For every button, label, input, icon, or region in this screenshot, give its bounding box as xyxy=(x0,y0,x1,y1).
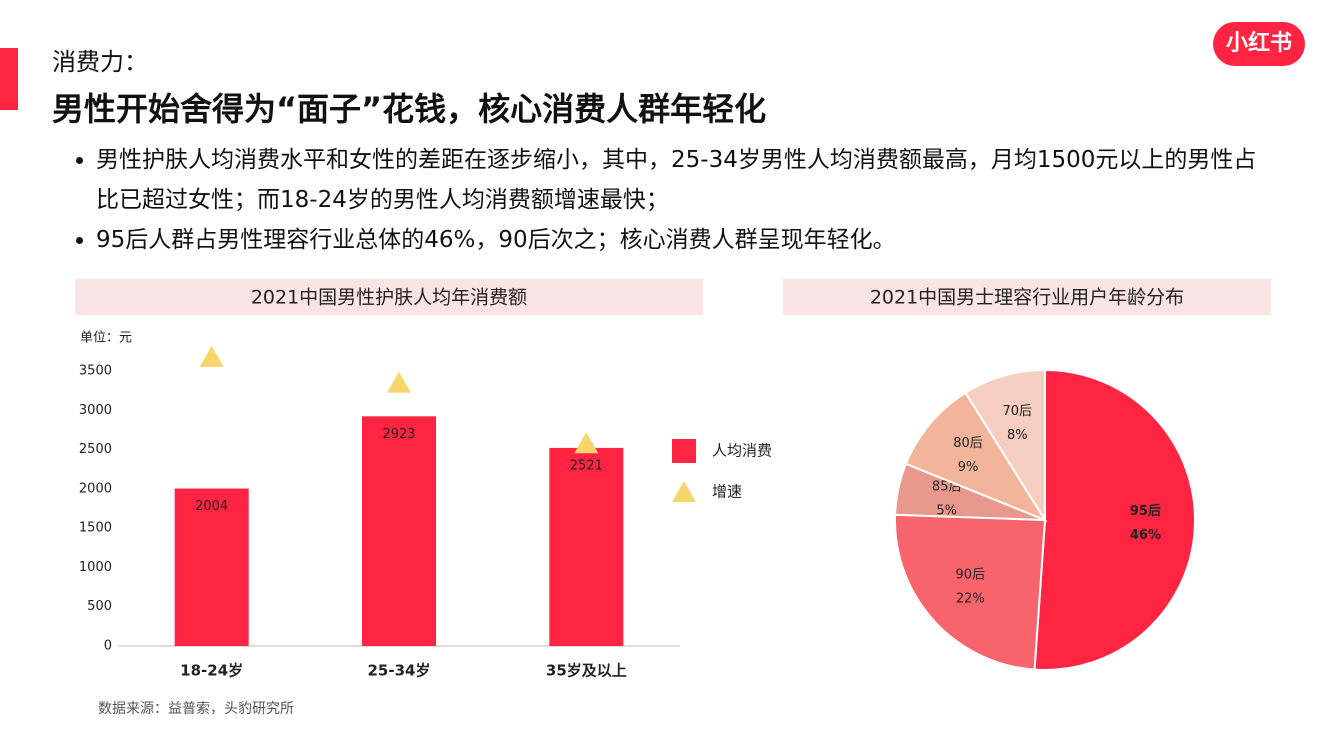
legend-swatch xyxy=(672,439,696,463)
y-tick-label: 500 xyxy=(87,599,112,614)
bar xyxy=(549,447,624,646)
legend-label: 增速 xyxy=(712,483,742,501)
y-tick-label: 1000 xyxy=(79,560,112,575)
y-tick-label: 3000 xyxy=(79,403,112,418)
chart-title-box xyxy=(75,279,703,315)
slice-name: 90后 xyxy=(956,568,986,583)
slice-value: 9% xyxy=(958,460,979,475)
y-tick-label: 2500 xyxy=(79,442,112,457)
value-label: 2923 xyxy=(382,427,415,442)
growth-marker xyxy=(199,345,224,367)
chart-title: 2021中国男士理容行业用户年龄分布 xyxy=(870,287,1184,309)
value-label: 2004 xyxy=(195,499,228,514)
y-tick-label: 1500 xyxy=(79,521,112,536)
y-tick-label: 0 xyxy=(104,639,112,654)
legend-label: 人均消费 xyxy=(712,442,772,460)
slice-value: 5% xyxy=(936,504,957,519)
value-label: 2521 xyxy=(570,458,603,473)
bullet: 95后人群占男性理容行业总体的46%，90后次之；核心消费人群呈现年轻化。 xyxy=(96,220,1276,260)
bullet-list: 男性护肤人均消费水平和女性的差距在逐步缩小，其中，25-34岁男性人均消费额最高… xyxy=(52,140,1276,260)
legend-swatch xyxy=(672,481,696,502)
bar xyxy=(174,488,249,646)
pie-slice xyxy=(904,391,1048,523)
bullet: 男性护肤人均消费水平和女性的差距在逐步缩小，其中，25-34岁男性人均消费额最高… xyxy=(96,140,1276,220)
logo: 小红书 xyxy=(1213,22,1305,66)
pie-slice xyxy=(894,513,1047,671)
source: 数据来源：益普索，头豹研究所 xyxy=(98,701,294,717)
slice-value: 46% xyxy=(1130,528,1161,543)
slice-value: 22% xyxy=(956,592,985,607)
growth-marker xyxy=(387,371,411,393)
y-tick-label: 2000 xyxy=(79,481,112,496)
unit-label: 单位：元 xyxy=(80,331,132,346)
growth-marker xyxy=(574,432,599,454)
x-tick-label: 25-34岁 xyxy=(368,662,431,680)
pie-slice xyxy=(1033,368,1196,671)
pie-slice xyxy=(964,368,1046,524)
slide-title: 男性开始舍得为“面子”花钱，核心消费人群年轻化 xyxy=(52,90,767,128)
slice-name: 80后 xyxy=(953,436,983,451)
chart-title-box xyxy=(783,279,1271,315)
bar xyxy=(362,416,436,646)
chart-title: 2021中国男性护肤人均年消费额 xyxy=(251,287,527,309)
slice-name: 95后 xyxy=(1130,503,1161,519)
slice-name: 70后 xyxy=(1003,404,1033,419)
y-tick-label: 3500 xyxy=(79,364,112,379)
kicker: 消费力： xyxy=(52,48,148,76)
accent-bar xyxy=(0,48,18,110)
slice-value: 8% xyxy=(1007,428,1028,443)
x-tick-label: 35岁及以上 xyxy=(546,662,627,680)
x-tick-label: 18-24岁 xyxy=(180,662,243,680)
